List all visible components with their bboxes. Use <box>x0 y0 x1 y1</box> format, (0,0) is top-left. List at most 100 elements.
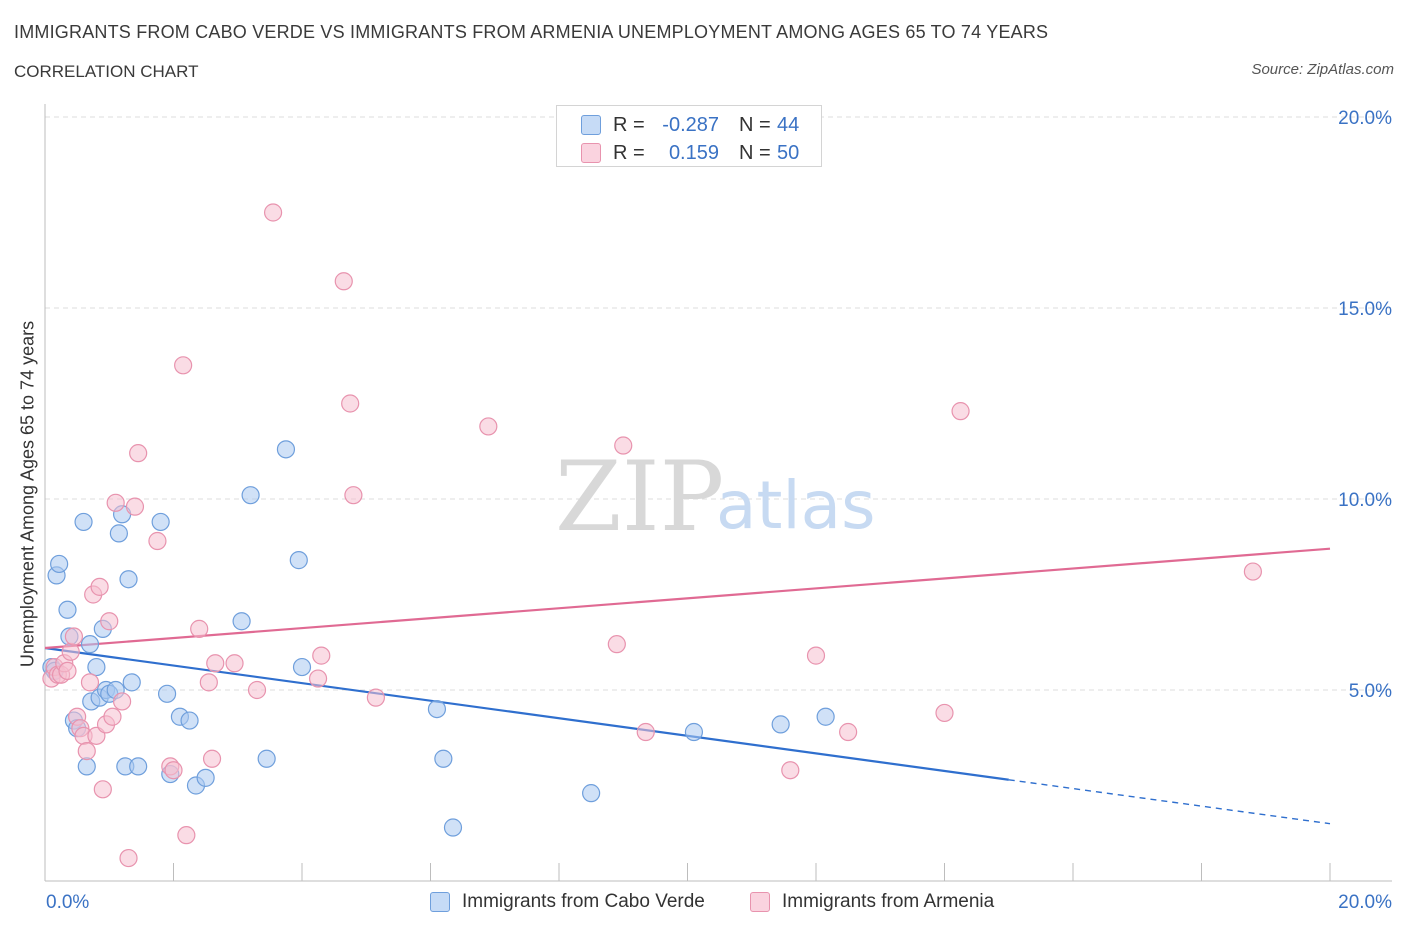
cabo-verde-point <box>180 711 199 730</box>
cabo-verde-point <box>684 722 704 742</box>
armenia-point <box>839 722 858 742</box>
trendlines <box>44 547 1331 825</box>
armenia-point <box>177 826 196 845</box>
cabo-verde-point <box>257 749 276 768</box>
armenia-point <box>308 669 328 688</box>
cabo-verde-point <box>109 524 128 543</box>
cabo-verde-point <box>443 818 463 837</box>
armenia-point <box>174 356 193 375</box>
cabo-verde-point <box>87 657 106 677</box>
armenia-point <box>61 642 80 661</box>
cabo-verde-point <box>151 512 170 532</box>
armenia-point <box>80 673 100 692</box>
watermark-zip: ZIP <box>555 441 724 553</box>
source-credit: Source: ZipAtlas.com <box>1251 61 1394 78</box>
armenia-point <box>636 722 655 742</box>
legend-label: Immigrants from Armenia <box>782 891 995 912</box>
cabo-verde-point <box>80 635 100 654</box>
armenia-point <box>479 417 498 436</box>
armenia-point <box>148 531 167 551</box>
armenia-point <box>190 619 209 638</box>
armenia-point <box>1243 562 1263 581</box>
cabo-verde-point <box>50 554 69 574</box>
legend-row-armenia: R = 0.159 N = 50 <box>581 141 799 165</box>
cabo-verde-trendline-extension <box>1008 779 1331 825</box>
cabo-verde-point <box>427 699 447 719</box>
armenia-point <box>247 680 267 700</box>
armenia-point <box>93 780 112 799</box>
pink-swatch-icon <box>581 143 601 163</box>
x-tick-label: 20.0% <box>1338 892 1392 913</box>
cabo-verde-point <box>276 440 296 459</box>
armenia-point <box>781 761 800 780</box>
armenia-point <box>263 203 283 222</box>
cabo-verde-point <box>129 757 148 776</box>
armenia-point <box>614 436 633 455</box>
cabo-verde-point <box>816 707 835 726</box>
armenia-point <box>58 661 77 681</box>
blue-swatch-icon <box>430 892 450 912</box>
cabo-verde-point <box>434 749 453 768</box>
legend-label: Immigrants from Cabo Verde <box>462 891 705 912</box>
cabo-verde-point <box>119 570 138 589</box>
armenia-point <box>119 848 138 868</box>
armenia-point <box>806 646 826 665</box>
data-points <box>42 203 1263 868</box>
n-value: 50 <box>777 141 800 164</box>
watermark-atlas: atlas <box>716 467 876 544</box>
cabo-verde-point <box>582 784 601 803</box>
cabo-verde-point <box>292 657 312 677</box>
chart-subtitle: CORRELATION CHART <box>14 62 199 81</box>
y-tick-label: 15.0% <box>1338 299 1392 320</box>
armenia-point <box>112 692 132 711</box>
r-value: 0.159 <box>668 141 719 164</box>
cabo-verde-point <box>771 715 790 734</box>
armenia-point <box>607 635 626 654</box>
cabo-verde-point <box>58 600 77 619</box>
cabo-verde-point <box>77 757 96 776</box>
cabo-verde-point <box>196 768 215 787</box>
x-tick-label: 0.0% <box>46 892 89 913</box>
armenia-point <box>199 673 218 692</box>
armenia-point <box>225 654 244 673</box>
armenia-point <box>951 402 970 421</box>
armenia-point <box>334 272 353 291</box>
armenia-trendline <box>44 547 1331 650</box>
armenia-point <box>129 444 148 463</box>
armenia-point <box>90 577 109 596</box>
cabo-verde-point <box>232 612 251 631</box>
n-label: N = <box>739 113 771 136</box>
armenia-point <box>312 646 331 665</box>
armenia-point <box>106 493 125 512</box>
legend-item-cabo-verde: Immigrants from Cabo Verde <box>430 889 705 915</box>
y-tick-label: 20.0% <box>1338 108 1392 129</box>
armenia-point <box>164 761 183 780</box>
legend-row-cabo-verde: R = -0.287 N = 44 <box>581 113 799 137</box>
blue-swatch-icon <box>581 115 601 135</box>
cabo-verde-point <box>74 512 93 532</box>
cabo-verde-trendline <box>44 646 1009 781</box>
armenia-point <box>103 707 122 726</box>
armenia-point <box>100 612 119 631</box>
tick-labels: 5.0% 10.0% 15.0% 20.0% 0.0% 20.0% <box>46 108 1392 913</box>
pink-swatch-icon <box>750 892 770 912</box>
armenia-point <box>366 688 385 707</box>
y-tick-label: 5.0% <box>1349 681 1392 702</box>
y-axis-label: Unemployment Among Ages 65 to 74 years <box>17 320 38 668</box>
armenia-point <box>77 742 96 761</box>
legend-item-armenia: Immigrants from Armenia <box>750 889 994 915</box>
armenia-point <box>125 497 145 516</box>
r-label: R = <box>613 113 645 136</box>
chart-title: IMMIGRANTS FROM CABO VERDE VS IMMIGRANTS… <box>14 22 1049 42</box>
cabo-verde-point <box>289 551 308 570</box>
r-value: -0.287 <box>662 113 719 136</box>
armenia-point <box>64 627 84 646</box>
correlation-legend: R = -0.287 N = 44 R = 0.159 N = 50 <box>556 105 822 167</box>
armenia-point <box>202 749 222 768</box>
cabo-verde-point <box>157 684 177 703</box>
cabo-verde-point <box>241 486 260 505</box>
armenia-point <box>935 703 954 723</box>
n-value: 44 <box>777 113 800 136</box>
armenia-point <box>344 486 363 505</box>
